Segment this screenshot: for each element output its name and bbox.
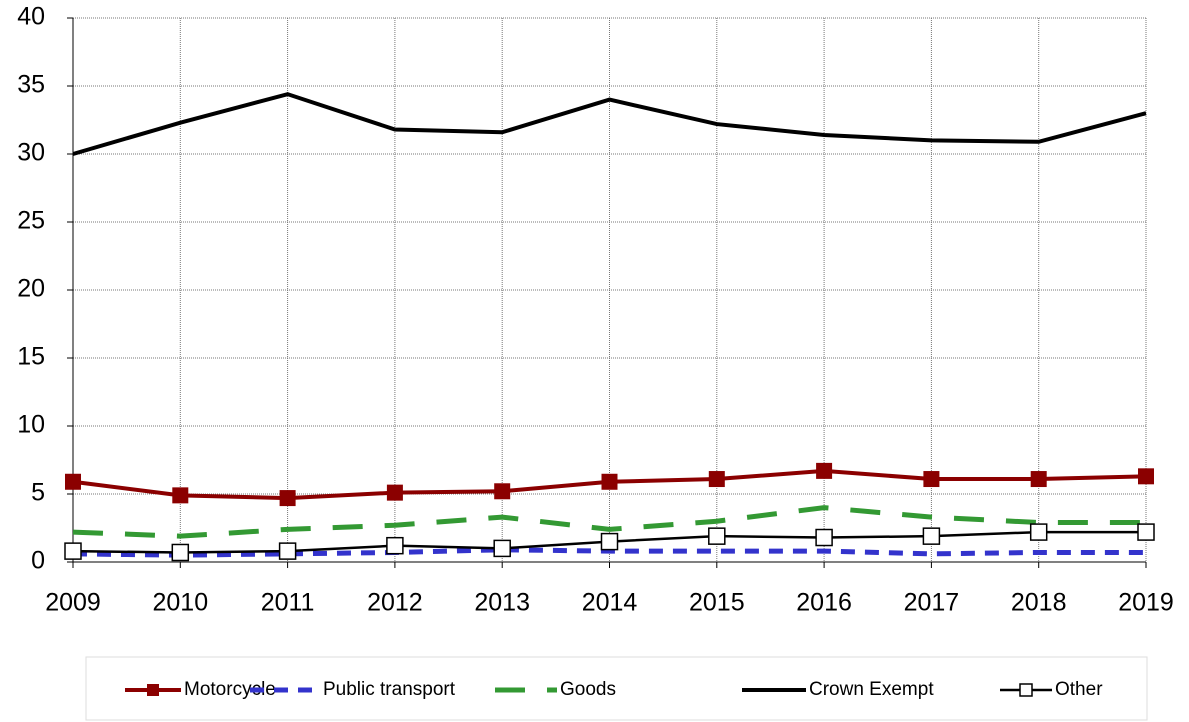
marker xyxy=(494,483,511,500)
y-tick-label: 20 xyxy=(17,275,45,303)
x-tick-label: 2013 xyxy=(474,589,530,617)
legend-label: Crown Exempt xyxy=(809,679,934,700)
marker xyxy=(278,542,297,560)
y-tick-label: 0 xyxy=(31,547,45,575)
x-tick-label: 2011 xyxy=(261,589,315,617)
marker xyxy=(1137,523,1155,541)
x-tick-label: 2016 xyxy=(796,589,852,617)
series-line xyxy=(72,505,1146,539)
legend-marker xyxy=(1019,683,1033,697)
marker xyxy=(64,542,82,560)
y-tick-label: 25 xyxy=(17,207,45,235)
marker xyxy=(279,490,296,507)
marker xyxy=(1029,523,1048,541)
x-tick-label: 2014 xyxy=(582,589,638,617)
marker xyxy=(708,471,725,488)
legend-label: Other xyxy=(1055,679,1103,700)
marker xyxy=(172,487,189,504)
marker xyxy=(708,527,726,545)
marker xyxy=(171,543,190,562)
y-tick-label: 40 xyxy=(17,3,45,31)
series-line xyxy=(72,547,1146,558)
y-tick-label: 30 xyxy=(17,139,45,167)
legend-marker xyxy=(147,684,159,696)
marker xyxy=(386,536,404,555)
marker xyxy=(600,532,619,551)
y-tick-label: 35 xyxy=(17,71,45,99)
marker xyxy=(923,471,940,488)
legend-label: Goods xyxy=(560,679,616,700)
marker xyxy=(816,462,833,479)
x-tick-label: 2019 xyxy=(1118,589,1174,617)
legend-label: Public transport xyxy=(323,679,456,700)
y-tick-label: 5 xyxy=(31,479,45,507)
marker xyxy=(1138,468,1154,485)
y-tick-label: 15 xyxy=(17,343,45,371)
x-tick-label: 2015 xyxy=(689,589,745,617)
x-tick-label: 2010 xyxy=(152,589,208,617)
marker xyxy=(922,527,941,545)
legend-label: Motorcycle xyxy=(184,679,276,700)
marker xyxy=(386,484,403,501)
marker xyxy=(65,473,81,490)
y-tick-label: 10 xyxy=(17,411,45,439)
series-line xyxy=(72,92,1147,156)
marker xyxy=(815,528,833,547)
marker xyxy=(601,473,618,490)
x-tick-label: 2009 xyxy=(45,589,101,617)
marker xyxy=(493,539,511,558)
x-tick-label: 2017 xyxy=(904,589,960,617)
marker xyxy=(1030,471,1047,488)
x-tick-label: 2012 xyxy=(367,589,423,617)
x-tick-label: 2018 xyxy=(1011,589,1067,617)
